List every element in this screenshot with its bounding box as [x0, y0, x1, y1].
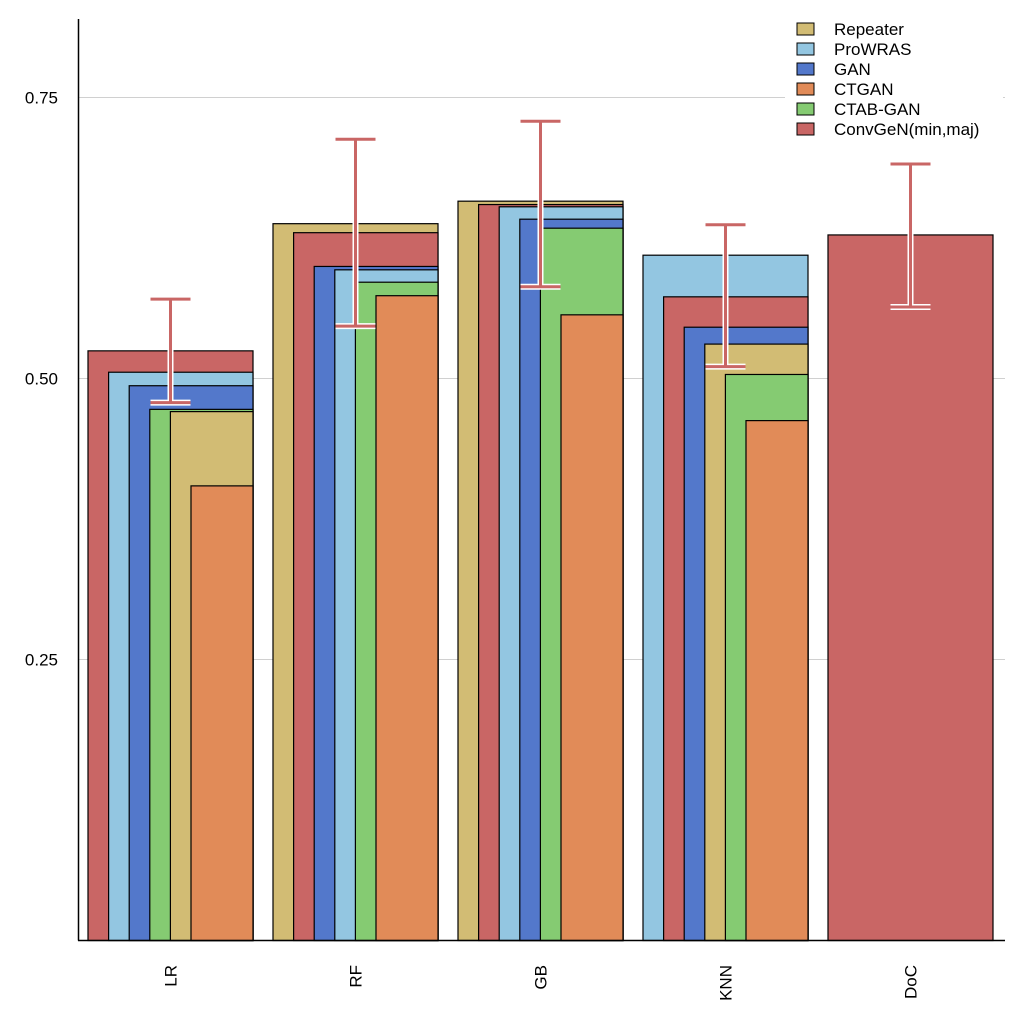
legend-label-gan: GAN [834, 60, 871, 79]
y-tick-labels: 0.25 0.50 0.75 [25, 89, 58, 670]
legend-background [785, 18, 1003, 142]
bar-gb-ctgan [560, 314, 624, 942]
legend-swatch-prowras [796, 42, 815, 56]
bar-group-knn [642, 254, 809, 942]
legend-label-convgen-min-maj: ConvGeN(min,maj) [834, 120, 979, 139]
error-bar-doc [890, 161, 931, 310]
axes [77, 19, 1005, 942]
x-tick-label: KNN [717, 965, 736, 1001]
bar-doc-convgen-min-maj [827, 234, 994, 942]
legend-swatch-gan [796, 62, 815, 76]
error-bar-line [150, 297, 191, 405]
bar-group-lr [87, 350, 254, 942]
legend-swatch-ctgan [796, 82, 815, 96]
error-bar-line [705, 223, 746, 369]
bar-group-rf [272, 223, 439, 942]
x-tick-label: GB [532, 965, 551, 990]
error-bars [150, 118, 931, 406]
error-bar-rf [335, 136, 376, 330]
legend-label-prowras: ProWRAS [834, 40, 911, 59]
x-tick-label: DoC [902, 965, 921, 999]
bar-lr-ctgan [190, 485, 254, 942]
legend-swatch-convgen-min-maj [796, 122, 815, 136]
bar-rf-ctgan [375, 295, 439, 942]
bar-group-doc [827, 234, 994, 942]
legend-label-ctgan: CTGAN [834, 80, 894, 99]
y-tick-label: 0.75 [25, 89, 58, 108]
error-bar-line [335, 137, 376, 328]
legend-swatch-ctab-gan [796, 102, 815, 116]
bar-group-gb [457, 200, 624, 942]
legend: RepeaterProWRASGANCTGANCTAB-GANConvGeN(m… [785, 18, 1003, 142]
error-bar-gb [520, 118, 561, 290]
legend-swatch-repeater [796, 22, 815, 36]
legend-label-repeater: Repeater [834, 20, 904, 39]
error-bar-line [890, 162, 931, 309]
error-bar-lr [150, 296, 191, 406]
y-tick-label: 0.25 [25, 651, 58, 670]
x-tick-label: LR [162, 965, 181, 987]
bar-knn-ctgan [745, 420, 809, 942]
y-tick-label: 0.50 [25, 370, 58, 389]
x-tick-labels: LR RF GB KNN DoC [162, 965, 921, 1001]
legend-label-ctab-gan: CTAB-GAN [834, 100, 921, 119]
bars [87, 200, 994, 942]
error-bar-line [520, 119, 561, 289]
x-tick-label: RF [347, 965, 366, 988]
error-bar-knn [705, 221, 746, 370]
